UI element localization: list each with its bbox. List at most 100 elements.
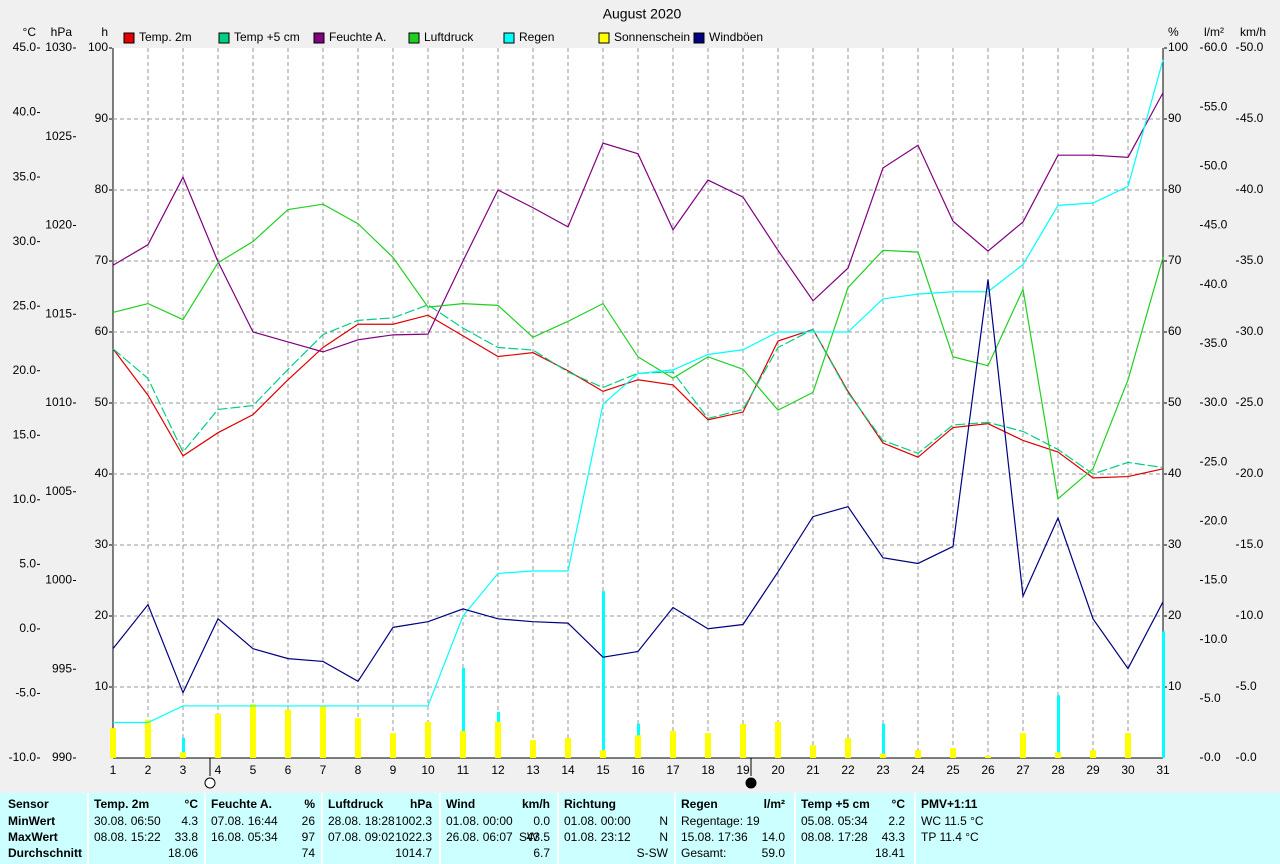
- x-tick-label: 8: [355, 763, 362, 777]
- sunshine-bar: [985, 755, 991, 758]
- y-tick-label: 30.0: [13, 234, 37, 248]
- legend-label: Feuchte A.: [329, 30, 386, 44]
- y-tick-label: -10.0: [9, 750, 37, 764]
- y-tick-label: 70: [1168, 253, 1182, 267]
- y-tick-label: 45.0: [13, 40, 37, 54]
- column-header: Feuchte A.: [211, 797, 272, 811]
- cell-text: 01.08. 00:00: [564, 814, 631, 828]
- rain-bar: [462, 668, 465, 758]
- legend-swatch: [123, 32, 135, 44]
- cell-text: 28.08. 18:28: [328, 814, 395, 828]
- y-tick-label: 40: [1168, 466, 1182, 480]
- y-tick-label: 40.0: [1204, 277, 1228, 291]
- sunshine-bar: [1020, 733, 1026, 758]
- y-tick-label: 10: [1168, 679, 1182, 693]
- y-tick-label: 20.0: [1204, 514, 1228, 528]
- sunshine-bar: [355, 718, 361, 758]
- y-tick-label: 25.0: [13, 298, 37, 312]
- column-header: PMV+1:11: [921, 797, 978, 811]
- y-tick-label: 50: [95, 395, 109, 409]
- cell-value: 1002.3: [395, 814, 432, 828]
- axis-label: h: [101, 25, 108, 39]
- y-tick-label: 35.0: [1240, 253, 1264, 267]
- cell-value: 0.0: [533, 814, 550, 828]
- cell-value: N: [659, 830, 668, 844]
- y-tick-label: 0.0: [19, 621, 36, 635]
- x-tick-label: 2: [145, 763, 152, 777]
- column-unit: km/h: [522, 797, 550, 811]
- sunshine-bar: [460, 731, 466, 758]
- y-tick-label: 70: [95, 253, 109, 267]
- legend-label: Windböen: [709, 30, 763, 44]
- y-tick-label: 45.0: [1240, 111, 1264, 125]
- x-tick-label: 17: [666, 763, 680, 777]
- new-moon: [745, 777, 757, 789]
- y-tick-label: 20.0: [13, 363, 37, 377]
- y-tick-label: 25.0: [1204, 454, 1228, 468]
- x-tick-label: 30: [1121, 763, 1135, 777]
- cell-value: 18.41: [875, 846, 905, 860]
- cell-text: WC 11.5 °C: [921, 814, 984, 828]
- legend-swatch: [693, 32, 705, 44]
- y-tick-label: 45.0: [1204, 218, 1228, 232]
- cell-value: 2.2: [888, 814, 905, 828]
- sunshine-bar: [250, 704, 256, 758]
- sunshine-bar: [775, 721, 781, 758]
- series-line: [113, 59, 1164, 724]
- y-tick-label: 40.0: [13, 105, 37, 119]
- sunshine-bar: [705, 733, 711, 758]
- axis-label: l/m²: [1204, 25, 1224, 39]
- cell-value: 4.3: [181, 814, 198, 828]
- cell-text: 05.08. 05:34: [801, 814, 868, 828]
- y-tick-label: 60: [1168, 324, 1182, 338]
- sunshine-bar: [180, 752, 186, 758]
- stats-table: [0, 793, 1280, 864]
- y-tick-label: 60.0: [1204, 40, 1228, 54]
- y-tick-label: 20: [1168, 608, 1182, 622]
- y-tick-label: 0.0: [1204, 750, 1221, 764]
- cell-value: 97: [302, 830, 316, 844]
- sunshine-bar: [425, 721, 431, 758]
- sunshine-bar: [285, 709, 291, 758]
- cell-value: N: [659, 814, 668, 828]
- axis-label: km/h: [1240, 25, 1266, 39]
- column-header: Wind: [446, 797, 475, 811]
- y-tick-label: 10.0: [1204, 632, 1228, 646]
- axis-label: %: [1168, 25, 1179, 39]
- sunshine-bar: [530, 740, 536, 758]
- column-header: Temp +5 cm: [801, 797, 870, 811]
- sunshine-bar: [915, 750, 921, 758]
- cell-value: 26: [302, 814, 316, 828]
- cell-text: SW: [519, 830, 539, 844]
- y-tick-label: 30.0: [1240, 324, 1264, 338]
- y-tick-label: 5.0: [1204, 691, 1221, 705]
- y-tick-label: 35.0: [13, 169, 37, 183]
- y-tick-label: 10.0: [1240, 608, 1264, 622]
- y-tick-label: 0.0: [1240, 750, 1257, 764]
- column-unit: l/m²: [764, 797, 785, 811]
- sunshine-bar: [670, 731, 676, 758]
- y-tick-label: 15.0: [1204, 573, 1228, 587]
- full-moon: [204, 777, 216, 789]
- cell-value: 59.0: [762, 846, 786, 860]
- x-tick-label: 5: [250, 763, 257, 777]
- x-tick-label: 21: [806, 763, 820, 777]
- x-tick-label: 24: [911, 763, 925, 777]
- y-tick-label: 10: [95, 679, 109, 693]
- legend-label: Luftdruck: [424, 30, 474, 44]
- x-tick-label: 31: [1156, 763, 1170, 777]
- y-tick-label: 35.0: [1204, 336, 1228, 350]
- x-tick-label: 26: [981, 763, 995, 777]
- x-tick-label: 18: [701, 763, 715, 777]
- x-tick-label: 3: [180, 763, 187, 777]
- column-header: Temp. 2m: [94, 797, 149, 811]
- series-line: [112, 279, 1164, 695]
- sunshine-bar: [495, 721, 501, 758]
- y-tick-label: 30: [1168, 537, 1182, 551]
- sunshine-bar: [740, 723, 746, 758]
- y-tick-label: 55.0: [1204, 99, 1228, 113]
- legend-swatch: [313, 32, 325, 44]
- y-tick-label: 1000: [45, 573, 72, 587]
- cell-text: Gesamt:: [681, 846, 726, 860]
